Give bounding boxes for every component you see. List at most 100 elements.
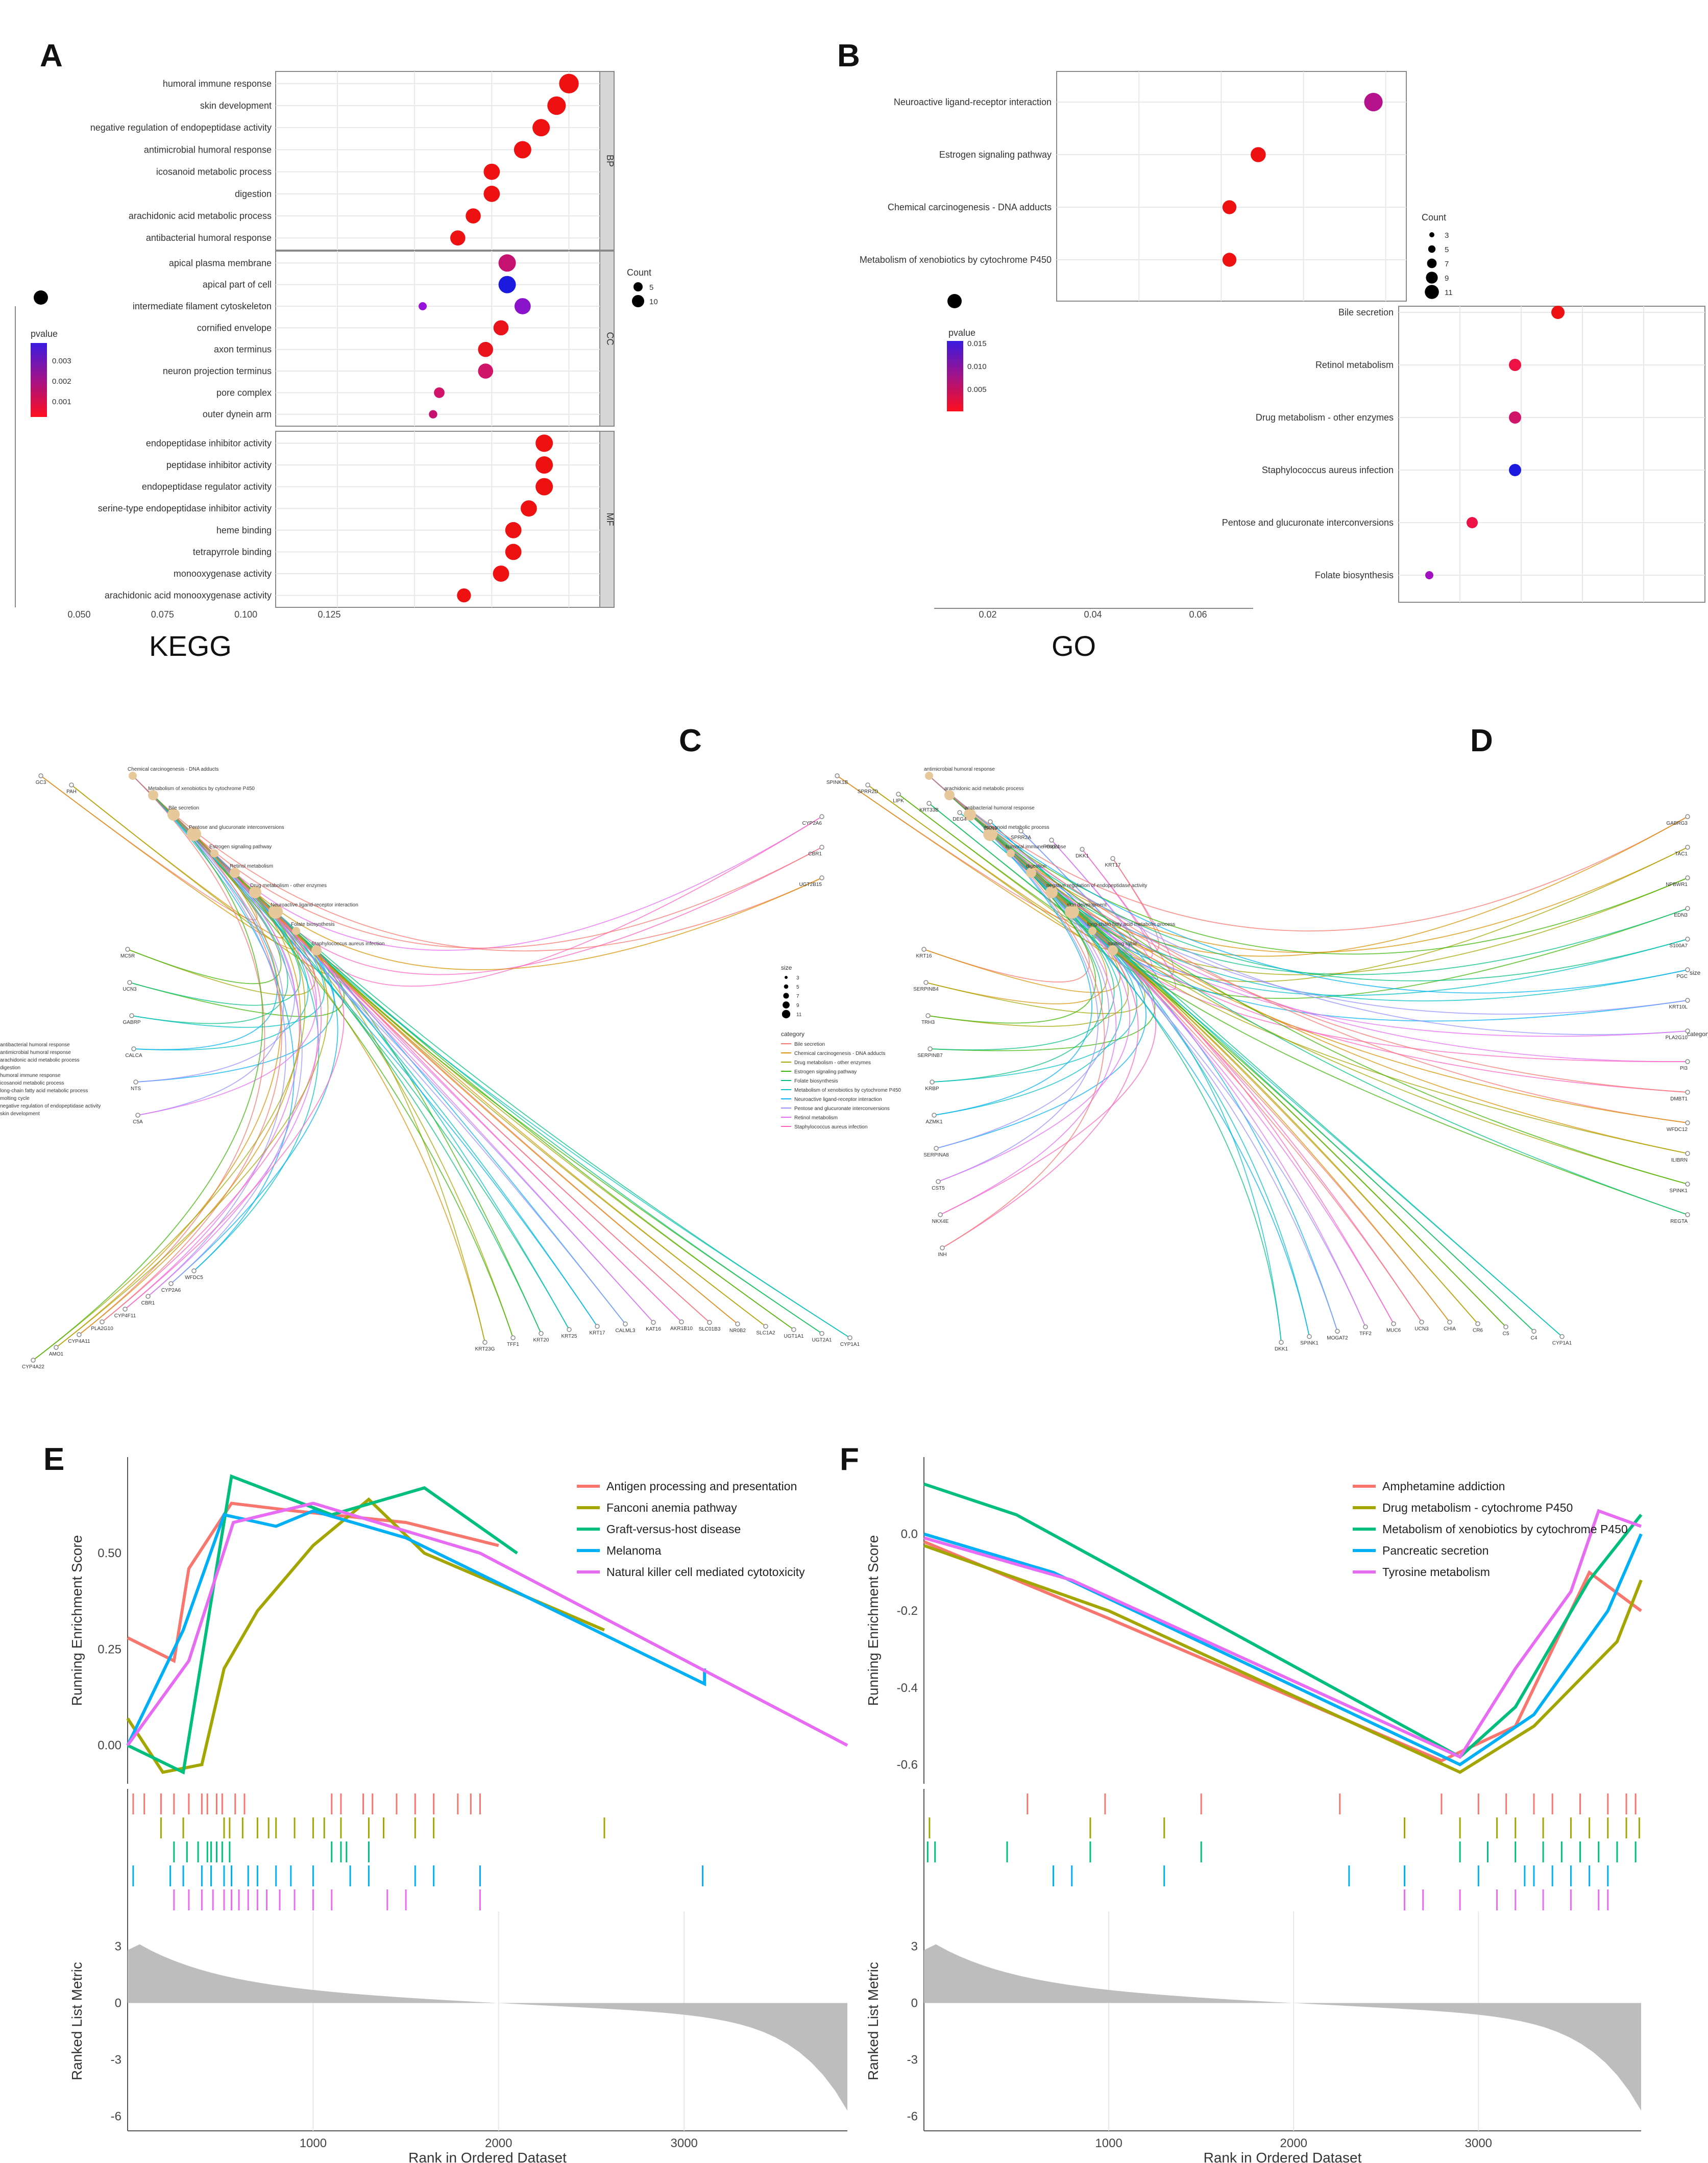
legend-count-label: 5 [649,283,653,292]
gene-node-label: C5A [133,1119,143,1125]
gene-node [145,1294,151,1299]
y-tick-label: 0.25 [97,1642,121,1656]
edge [275,847,822,975]
gene-node-label: PAH [66,789,77,795]
panel-letter-e: E [43,1442,64,1477]
legend-label: Tyrosine metabolism [1382,1565,1490,1579]
edge [929,775,1688,994]
edge [173,814,850,1338]
y-tick-label: 0.0 [901,1528,918,1541]
edge [56,930,329,1348]
gene-node [921,947,926,952]
legend-count-title: Count [1422,212,1446,223]
term-label: antimicrobial humoral response [144,144,272,155]
gene-node [1685,937,1690,942]
legend-pvalue-bar [31,343,47,417]
y-tick-label: 3 [911,1940,918,1954]
gene-node [1685,998,1690,1003]
edge [837,775,1109,950]
gene-node [896,792,901,797]
term-node-label: Drug metabolism - other enzymes [250,883,327,889]
edge [1010,853,1688,1062]
x-tick-label: 2000 [485,2136,512,2150]
gene-node [1685,845,1690,850]
gene-node [1685,1028,1690,1034]
edge [125,950,345,1310]
term-node [167,808,180,821]
gene-node [1685,1090,1690,1095]
edge [40,775,297,950]
dot [498,276,516,293]
gene-node [510,1335,516,1340]
edge [934,872,1123,1116]
gene-node [1049,838,1054,843]
term-label: Folate biosynthesis [1315,570,1394,580]
gene-node [926,801,932,806]
legend-category-label: molting cycle [0,1096,30,1101]
gene-node-label: KRT23G [475,1346,495,1352]
term-node-label: Retinol metabolism [230,864,273,869]
dot [493,566,509,582]
edge [135,930,335,1083]
gene-node-label: TFF2 [1359,1331,1372,1337]
legend-pvalue-tick: 0.015 [967,339,987,348]
legend: Amphetamine addiction Drug metabolism - c… [1353,1480,1628,1579]
dot [457,588,471,603]
dot [535,456,553,474]
term-label: Metabolism of xenobiotics by cytochrome … [860,255,1052,265]
edge [1071,911,1282,1343]
term-label: Chemical carcinogenesis - DNA adducts [888,202,1052,212]
legend-size-label: 5 [796,985,799,990]
edge [990,833,1688,1015]
legend-pvalue-title: pvalue [948,328,975,338]
x-tick-label: 3000 [1465,2136,1492,2150]
gene-node-label: NKX4E [932,1219,949,1224]
gene-node [539,1331,544,1336]
legend-label: Melanoma [606,1544,662,1557]
gene-node-label: CBR1 [808,851,822,857]
term-label: Bile secretion [1338,307,1394,317]
gene-node [865,782,870,788]
edges [33,775,850,1361]
x-tick-label: 1000 [300,2136,327,2150]
gene-node [131,1046,136,1051]
dot [429,410,437,419]
edge [1092,930,1338,1332]
legend-category-label: skin development [0,1111,40,1117]
edge [936,930,1147,1149]
gene-node [1363,1324,1368,1330]
term-node [1065,904,1079,919]
gene-node [595,1323,600,1329]
y-tick-label: -0.2 [897,1604,918,1618]
gene-node [923,980,929,985]
edge [33,795,263,1361]
gene-node [135,1113,140,1118]
edge [929,775,1688,931]
edge [234,872,822,970]
term-node [249,886,261,898]
gene-node-label: CYP4F11 [114,1313,136,1319]
gene-node-label: TFF1 [507,1342,519,1347]
gene-node-label: KRT17 [1105,863,1121,868]
y-tick-label: 3 [115,1940,121,1954]
gene-node-label: SERPINA8 [923,1152,949,1158]
edge [1031,872,1688,1123]
series-line [923,1544,1643,1774]
term-label: tetrapyrrole binding [193,547,272,557]
term-node [230,868,240,878]
gene-node [1685,1059,1690,1064]
gene-node-label: UGT1A1 [784,1334,804,1339]
edge [969,814,1688,1093]
term-node [1108,945,1118,955]
x-tick-label: 1000 [1095,2136,1122,2150]
legend-size-dot [784,984,789,989]
gene-node [1685,875,1690,880]
panel-letter-f: F [840,1442,859,1477]
legend-dot [1427,258,1437,268]
edge [949,795,1688,955]
series-line [923,1509,1642,1759]
gene-node-label: INH [938,1252,946,1258]
dot [466,208,481,224]
edge [942,911,1139,1248]
